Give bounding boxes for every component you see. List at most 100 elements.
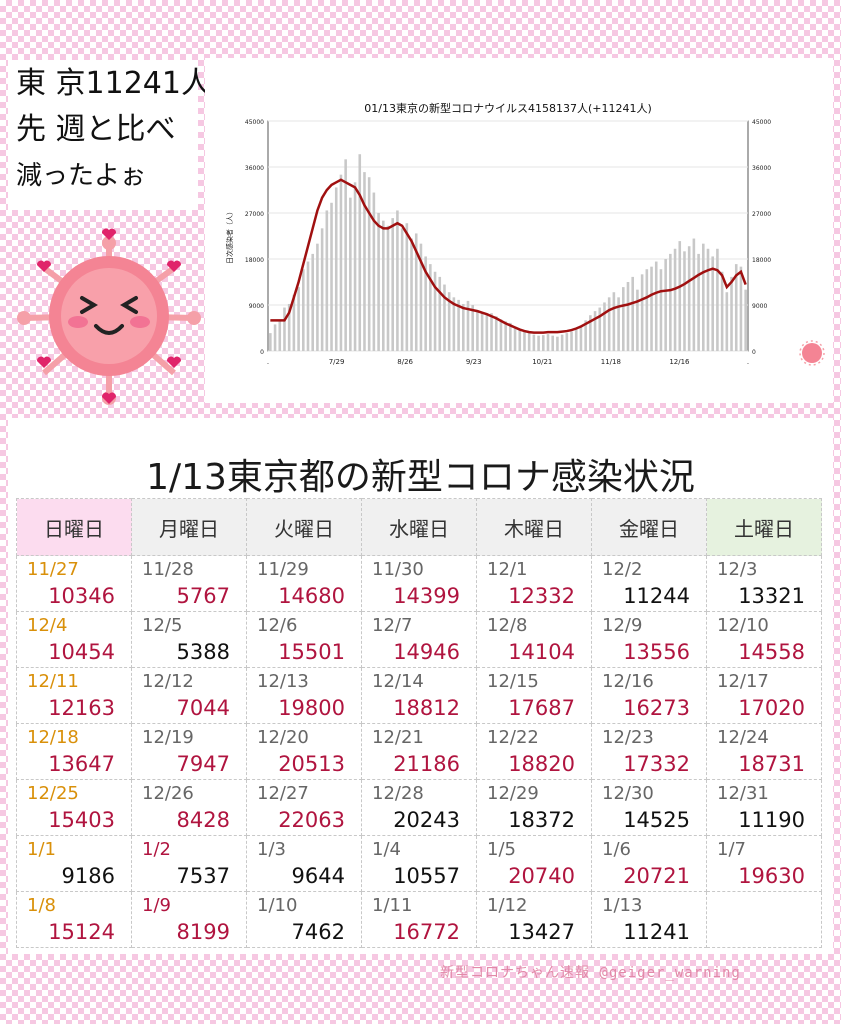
bar-mark (744, 289, 747, 351)
day-count: 13647 (48, 752, 115, 776)
day-date: 11/29 (257, 559, 309, 580)
bar-mark (645, 269, 649, 351)
day-date: 12/8 (487, 615, 528, 636)
day-count: 7462 (291, 920, 345, 944)
bar-mark (372, 192, 376, 351)
chart-title: 01/13東京の新型コロナウイルス4158137人(+11241人) (364, 101, 651, 115)
bar-mark (734, 264, 738, 351)
day-date: 12/24 (717, 727, 769, 748)
day-count: 12163 (48, 696, 115, 720)
day-cell: 1/8 15124 (16, 891, 132, 948)
bar-mark (622, 287, 625, 351)
week-row: 12/4 10454 12/5 5388 12/6 15501 12/7 14946 12/8 1… (16, 611, 822, 668)
day-count: 13427 (508, 920, 575, 944)
x-tick-label: 11/18 (601, 358, 621, 366)
bar-mark (410, 238, 413, 351)
day-date: 12/3 (717, 559, 758, 580)
day-count: 5388 (176, 640, 230, 664)
day-cell: 12/4 10454 (16, 611, 132, 668)
bar-mark (349, 197, 352, 351)
day-date: 1/2 (142, 839, 171, 860)
day-cell: 1/1 9186 (16, 835, 132, 892)
day-cell: 11/28 5767 (131, 555, 247, 612)
speech-line-2: 先 週と比べ (16, 112, 176, 147)
bar-mark (659, 269, 663, 351)
y-tick-label-right: 18000 (752, 257, 771, 264)
day-date: 12/30 (602, 783, 654, 804)
day-cell: 12/31 11190 (706, 779, 822, 836)
day-cell: 1/11 16772 (361, 891, 477, 948)
bar-mark (443, 284, 446, 351)
day-date: 12/20 (257, 727, 309, 748)
day-count: 18820 (508, 752, 575, 776)
bar-mark (499, 319, 503, 351)
day-date: 12/13 (257, 671, 309, 692)
bar-mark (414, 233, 418, 351)
day-cell: 12/11 12163 (16, 667, 132, 724)
bar-mark (339, 174, 343, 351)
day-cell: 12/10 14558 (706, 611, 822, 668)
x-tick-label: . (747, 358, 749, 366)
day-cell: 12/20 20513 (246, 723, 362, 780)
bar-mark (480, 312, 484, 351)
day-count: 17687 (508, 696, 575, 720)
day-cell: 11/27 10346 (16, 555, 132, 612)
day-date: 12/7 (372, 615, 413, 636)
bar-mark (429, 264, 432, 351)
y-tick-label: 36000 (245, 165, 264, 172)
bar-mark (513, 326, 517, 351)
day-count: 22063 (278, 808, 345, 832)
y-tick-label-right: 27000 (752, 211, 771, 218)
day-cell: 12/1 12332 (476, 555, 592, 612)
day-date: 1/4 (372, 839, 401, 860)
day-count: 14399 (393, 584, 460, 608)
day-cell: 12/28 20243 (361, 779, 477, 836)
day-date: 12/19 (142, 727, 194, 748)
heart-icons (36, 228, 182, 404)
day-date: 12/27 (257, 783, 309, 804)
day-date: 12/10 (717, 615, 769, 636)
bar-mark (400, 228, 404, 351)
bar-mark (476, 310, 479, 351)
y-tick-label-right: 0 (752, 349, 756, 356)
y-tick-label-right: 9000 (752, 303, 767, 310)
day-cell: 12/17 17020 (706, 667, 822, 724)
bar-mark (334, 187, 338, 351)
day-count: 18812 (393, 696, 460, 720)
day-cell: 1/7 19630 (706, 835, 822, 892)
bar-mark (278, 320, 282, 351)
bar-mark (654, 261, 658, 351)
day-count: 16273 (623, 696, 690, 720)
y-tick-label: 18000 (245, 257, 264, 264)
day-date: 12/21 (372, 727, 424, 748)
y-axis-label: 日次感染者（人） (225, 208, 234, 264)
day-count: 9186 (61, 864, 115, 888)
bar-mark (523, 331, 526, 351)
day-count: 19800 (278, 696, 345, 720)
day-cell: 12/27 22063 (246, 779, 362, 836)
bar-mark (509, 322, 512, 351)
bar-mark (358, 154, 362, 351)
bar-mark (603, 302, 606, 351)
day-count: 14104 (508, 640, 575, 664)
day-date: 12/1 (487, 559, 528, 580)
y-tick-label-right: 36000 (752, 165, 771, 172)
day-count: 20740 (508, 864, 575, 888)
weekday-header: 木曜日 (476, 498, 592, 556)
day-count: 12332 (508, 584, 575, 608)
day-date: 12/23 (602, 727, 654, 748)
bar-mark (405, 223, 409, 351)
weekday-header: 月曜日 (131, 498, 247, 556)
day-cell: 1/12 13427 (476, 891, 592, 948)
day-cell: 12/8 14104 (476, 611, 592, 668)
bar-mark (570, 331, 573, 351)
week-row: 11/27 10346 11/28 5767 11/29 14680 11/30 14399 1… (16, 555, 822, 612)
bar-mark (584, 320, 587, 351)
day-count: 14680 (278, 584, 345, 608)
day-cell: 12/3 13321 (706, 555, 822, 612)
day-count: 10346 (48, 584, 115, 608)
weekday-header: 土曜日 (706, 498, 822, 556)
bar-mark (546, 334, 550, 351)
day-count: 9644 (291, 864, 345, 888)
bar-mark (466, 300, 470, 351)
